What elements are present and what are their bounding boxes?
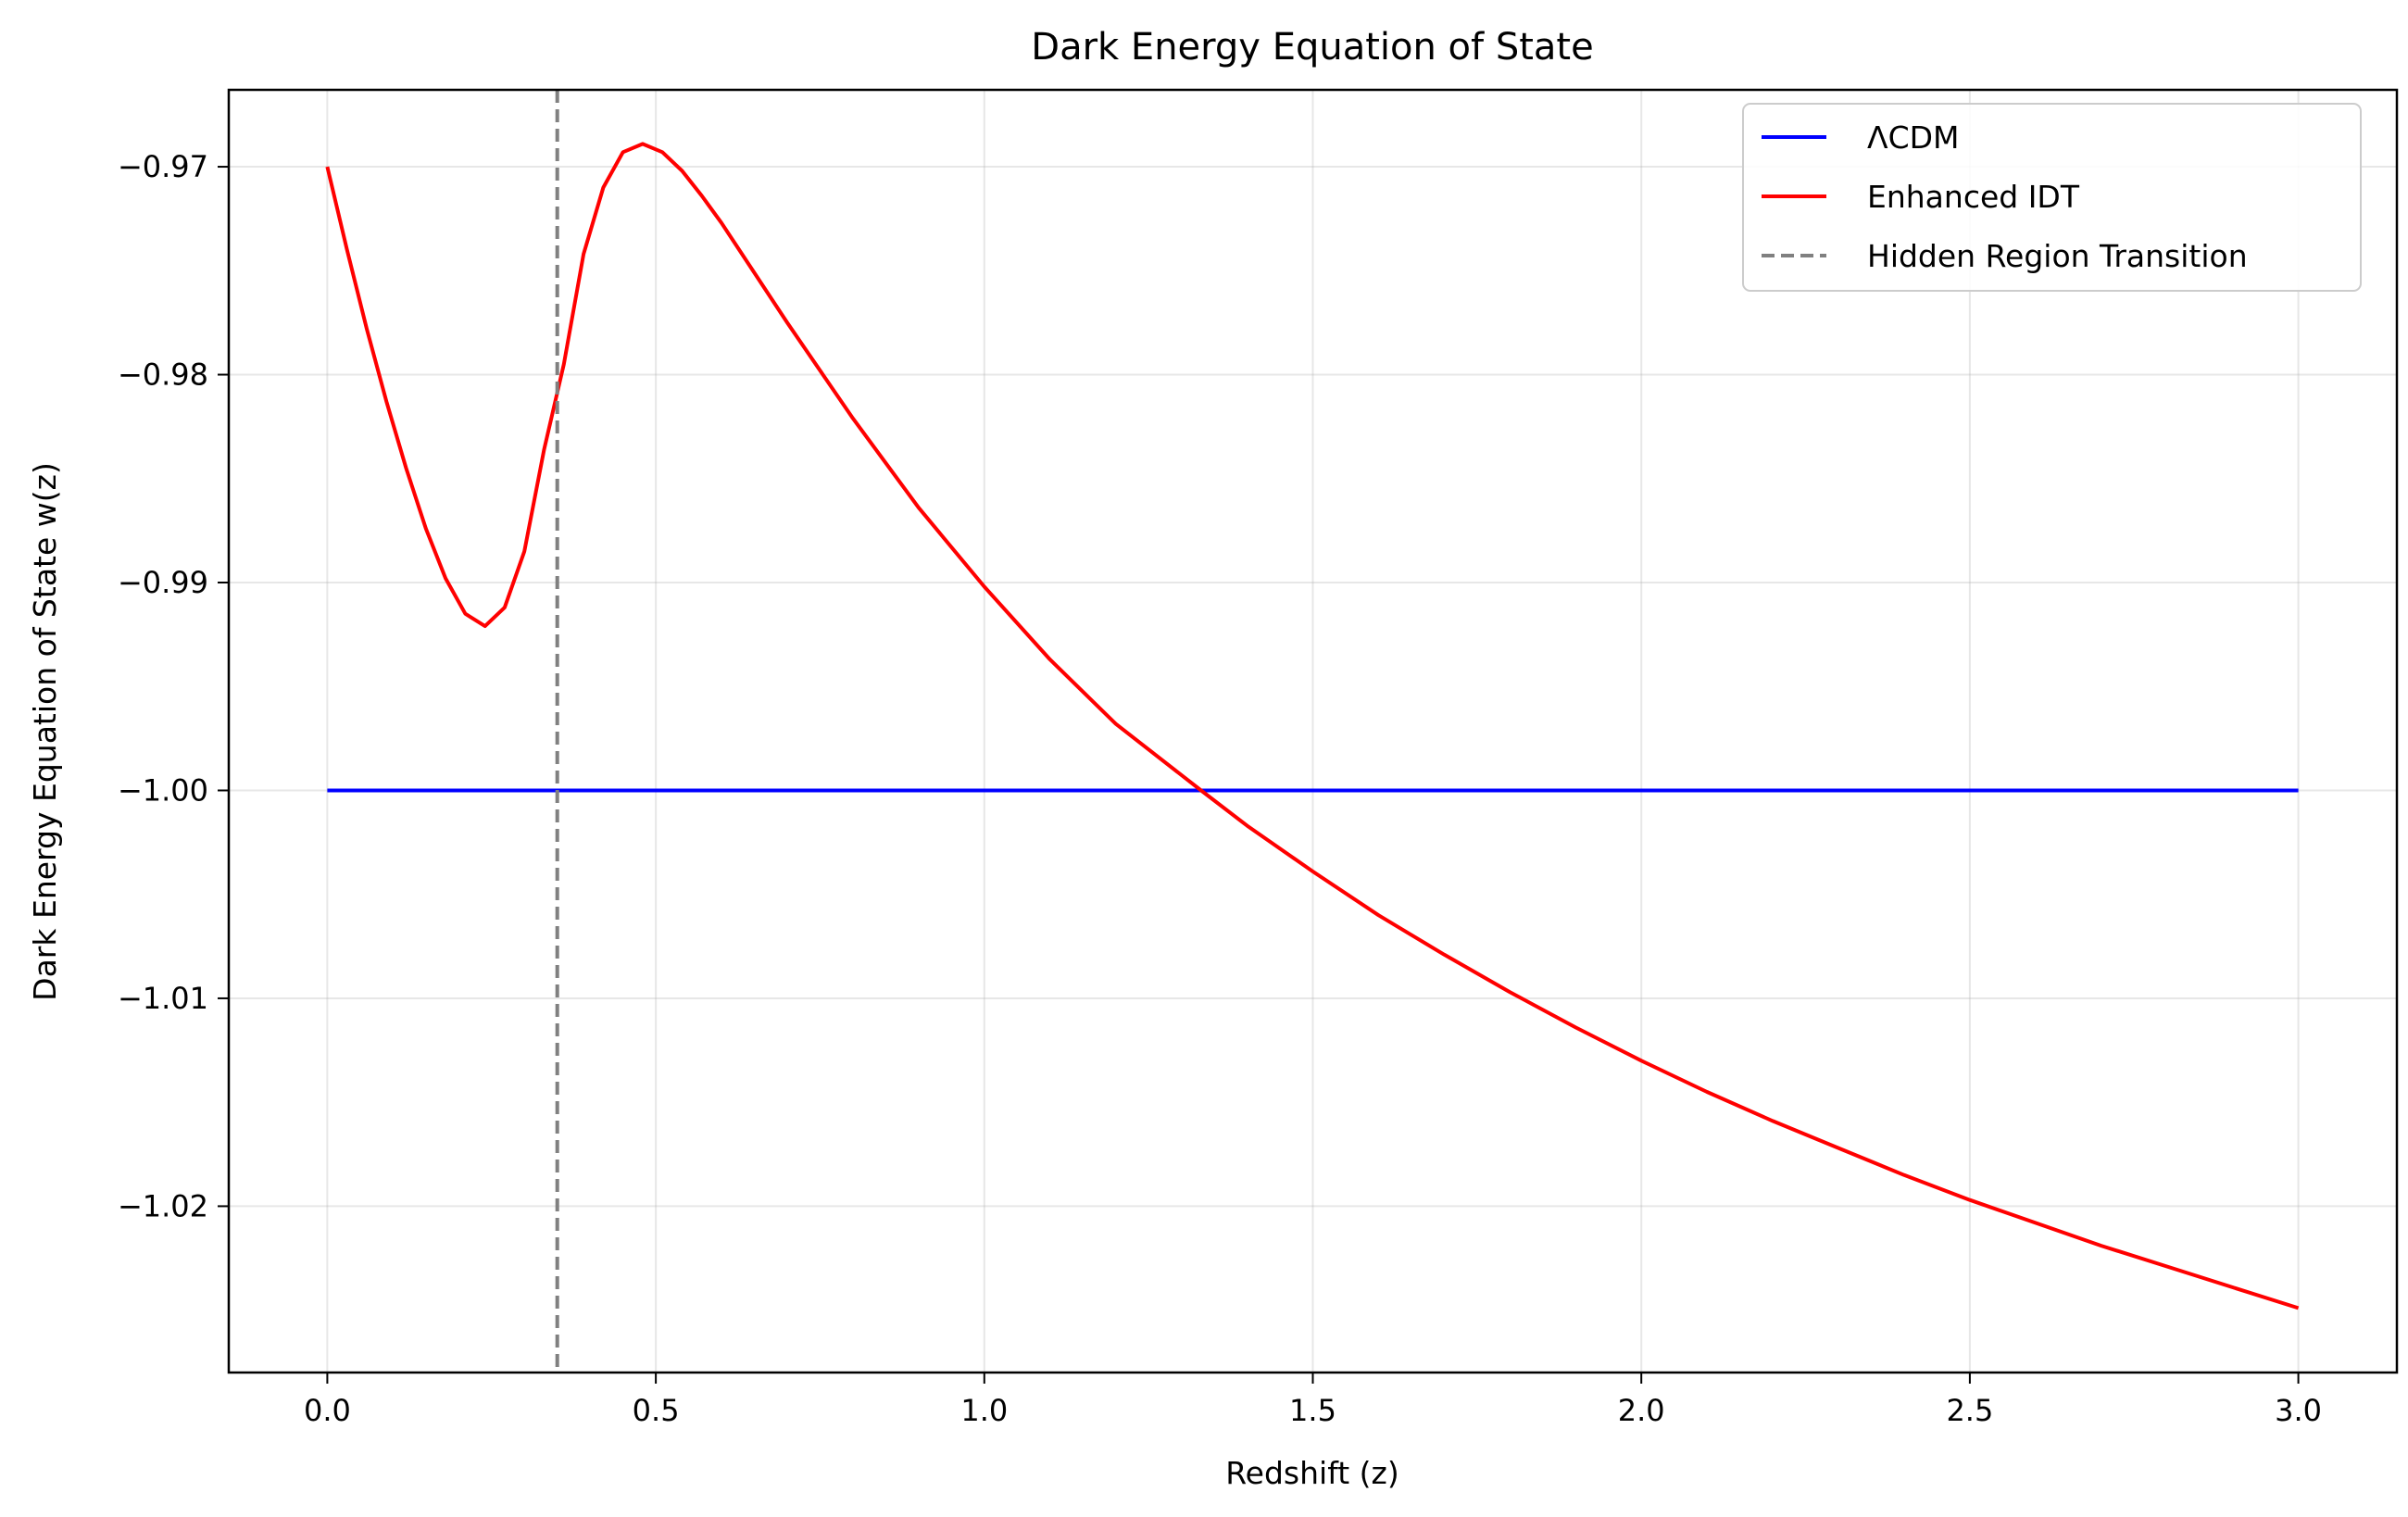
- x-tick-label: 2.0: [1618, 1393, 1665, 1428]
- legend-label-enhanced-idt: Enhanced IDT: [1867, 179, 2080, 215]
- legend: ΛCDM Enhanced IDT Hidden Region Transiti…: [1742, 103, 2362, 292]
- enhanced-idt-series-line: [325, 142, 2300, 1310]
- x-tick-label: 3.0: [2275, 1393, 2322, 1428]
- x-tick-label: 0.5: [633, 1393, 680, 1428]
- x-axis-label: Redshift (z): [1225, 1455, 1399, 1491]
- ticks: 0.0 0.5 1.0 1.5 2.0 2.5 3.0 −0.97 −0.98 −0.99 −1.0…: [118, 149, 2322, 1428]
- y-tick-label: −0.99: [118, 565, 208, 600]
- chart-title: Dark Energy Equation of State: [1031, 26, 1593, 69]
- y-axis-label: Dark Energy Equation of State w(z): [27, 462, 63, 1001]
- y-tick-label: −1.00: [118, 772, 208, 808]
- y-tick-label: −1.01: [118, 981, 208, 1016]
- x-tick-label: 1.5: [1289, 1393, 1336, 1428]
- y-tick-label: −1.02: [118, 1188, 208, 1223]
- x-tick-label: 1.0: [960, 1393, 1008, 1428]
- x-tick-label: 2.5: [1946, 1393, 1993, 1428]
- legend-label-lcdm: ΛCDM: [1867, 119, 1960, 156]
- series-layer: [325, 90, 2300, 1373]
- x-tick-label: 0.0: [304, 1393, 351, 1428]
- legend-label-hidden-region: Hidden Region Transition: [1867, 238, 2248, 274]
- legend-box: [1742, 103, 2362, 292]
- y-tick-label: −0.97: [118, 149, 208, 184]
- y-tick-label: −0.98: [118, 357, 208, 393]
